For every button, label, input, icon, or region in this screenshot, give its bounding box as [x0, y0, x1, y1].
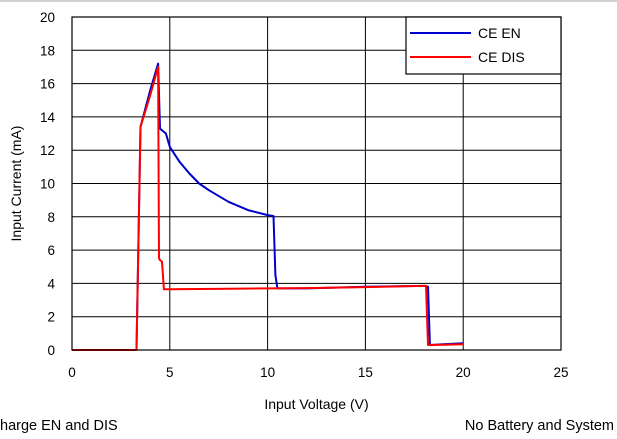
y-tick-label: 16 [40, 77, 55, 92]
y-tick-label: 20 [40, 10, 55, 25]
x-tick-label: 25 [553, 365, 568, 380]
caption-left: harge EN and DIS [0, 418, 118, 434]
y-tick-label: 12 [40, 143, 55, 158]
legend: CE EN CE DIS [406, 17, 561, 74]
y-tick-label: 8 [47, 210, 55, 225]
y-tick-label: 0 [47, 343, 55, 358]
y-axis-title: Input Current (mA) [8, 126, 24, 242]
y-tick-label: 2 [47, 310, 55, 325]
legend-label: CE DIS [478, 49, 525, 65]
y-tick-label: 4 [47, 276, 55, 291]
x-tick-label: 20 [456, 365, 471, 380]
x-tick-label: 15 [358, 365, 373, 380]
x-tick-label: 5 [166, 365, 174, 380]
y-tick-label: 18 [40, 43, 55, 58]
y-tick-label: 6 [47, 243, 55, 258]
x-axis-title: Input Voltage (V) [264, 396, 368, 412]
x-tick-label: 10 [260, 365, 275, 380]
y-tick-label: 10 [40, 177, 55, 192]
caption-right: No Battery and System [465, 418, 614, 434]
legend-label: CE EN [478, 25, 521, 41]
y-tick-label: 14 [40, 110, 56, 125]
x-tick-label: 0 [68, 365, 76, 380]
